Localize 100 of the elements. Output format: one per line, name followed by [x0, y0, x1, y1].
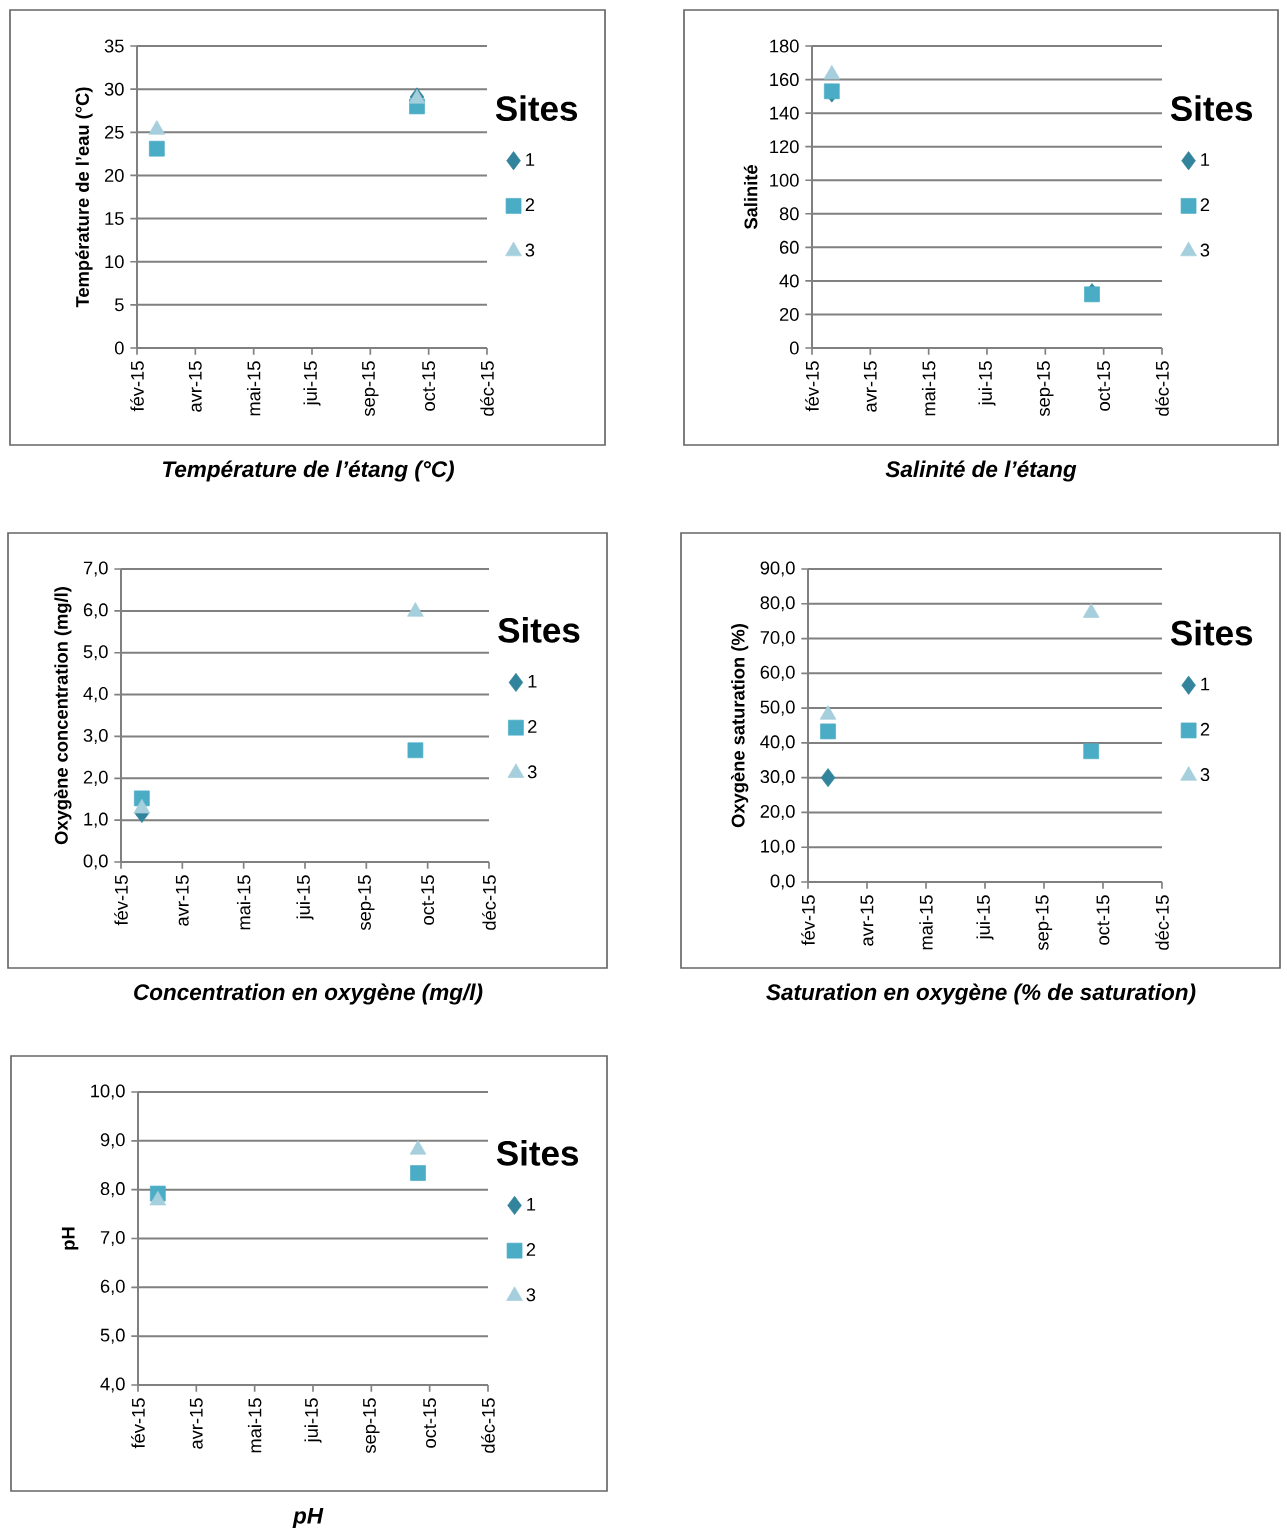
- x-tick-label: avr-15: [189, 1398, 203, 1449]
- text: Salinité de l’étang: [885, 460, 1077, 482]
- y-tick-label: 90,0: [760, 561, 795, 577]
- y-tick-label: 3,0: [83, 728, 108, 745]
- y-axis-title: Oxygène concentration (mg/l): [54, 587, 72, 845]
- y-tick-label: 180: [770, 39, 799, 53]
- y-tick-label: 50,0: [760, 700, 795, 716]
- y-tick-label: 5,0: [100, 1328, 125, 1344]
- legend-label: 2: [528, 720, 537, 733]
- x-tick-label: déc-15: [480, 361, 494, 416]
- legend-label: 3: [525, 243, 535, 257]
- text: Température de l’étang (°C): [162, 460, 454, 482]
- point: [1083, 743, 1100, 760]
- legend-label: 1: [527, 1197, 536, 1211]
- y-axis-title: Salinité: [743, 165, 758, 230]
- x-tick-label: sep-15: [1037, 361, 1054, 417]
- x-tick-label: oct-15: [1096, 895, 1110, 945]
- x-tick-label: déc-15: [481, 1398, 495, 1453]
- x-tick-label: fév-15: [114, 875, 128, 926]
- y-tick-label: 7,0: [83, 561, 108, 577]
- legend-title: Sites: [495, 95, 578, 121]
- y-tick-label: 20,0: [760, 804, 795, 821]
- y-tick-label: 2,0: [83, 770, 108, 786]
- legend-label: 3: [1200, 768, 1210, 782]
- x-tick-label: fév-15: [131, 1398, 145, 1449]
- y-tick-label: 6,0: [83, 603, 108, 619]
- point: [823, 65, 841, 80]
- legend-label: 3: [1200, 243, 1210, 257]
- x-tick-label: avr-15: [188, 361, 202, 412]
- x-tick-label: déc-15: [1155, 895, 1169, 950]
- y-tick-label: 8,0: [100, 1182, 125, 1198]
- legend-label: 2: [1200, 722, 1210, 736]
- x-tick-label: sep-15: [362, 361, 379, 417]
- y-tick-label: 5,0: [83, 645, 108, 661]
- y-axis-title: Oxygène saturation (%): [730, 624, 749, 828]
- legend-title: Sites: [498, 617, 580, 643]
- y-tick-label: 10: [105, 255, 124, 269]
- y-tick-label: 140: [770, 106, 799, 120]
- x-tick-label: oct-15: [421, 875, 435, 925]
- legend-label: 1: [526, 153, 535, 166]
- point: [407, 602, 424, 617]
- point: [820, 723, 836, 740]
- x-tick-label: jui-15: [978, 361, 996, 406]
- legend-label: 1: [1201, 677, 1210, 691]
- x-tick-label: jui-15: [303, 361, 321, 406]
- y-tick-label: 160: [770, 73, 799, 87]
- legend-label: 3: [526, 1288, 536, 1302]
- y-tick-label: 1,0: [84, 812, 108, 828]
- y-tick-label: 7,0: [100, 1230, 125, 1247]
- x-tick-label: jui-15: [296, 875, 314, 920]
- legend-label: 1: [528, 674, 537, 688]
- text: pH: [292, 1507, 324, 1529]
- legend-title: Sites: [496, 1140, 579, 1166]
- x-tick-label: oct-15: [1097, 361, 1111, 411]
- x-tick-label: avr-15: [860, 895, 874, 946]
- y-tick-label: 15: [105, 212, 124, 225]
- point: [819, 705, 837, 720]
- x-tick-label: sep-15: [1035, 895, 1053, 951]
- legend-label: 3: [527, 765, 537, 779]
- x-tick-label: mai-15: [246, 361, 261, 416]
- x-tick-label: fév-15: [801, 895, 815, 946]
- y-tick-label: 0: [114, 341, 124, 355]
- y-tick-label: 0: [789, 341, 799, 355]
- y-tick-label: 6,0: [100, 1279, 125, 1295]
- y-tick-label: 40,0: [760, 735, 795, 751]
- legend-label: 1: [1201, 153, 1210, 166]
- y-tick-label: 0,0: [83, 854, 108, 870]
- y-tick-label: 60: [779, 240, 799, 254]
- y-tick-label: 20: [104, 168, 124, 182]
- y-tick-label: 10,0: [761, 839, 795, 855]
- x-tick-label: jui-15: [976, 895, 994, 940]
- legend-label: 2: [1200, 198, 1210, 212]
- x-tick-label: sep-15: [358, 875, 375, 931]
- y-tick-label: 25: [104, 125, 124, 139]
- y-tick-label: 80,0: [760, 596, 795, 612]
- point: [407, 742, 424, 759]
- x-tick-label: mai-15: [247, 1398, 262, 1453]
- y-tick-label: 20: [779, 307, 799, 321]
- text: Saturation en oxygène (% de saturation): [766, 983, 1196, 1005]
- x-tick-label: déc-15: [1155, 361, 1169, 416]
- y-tick-label: 70,0: [760, 631, 795, 647]
- x-tick-label: avr-15: [863, 361, 877, 412]
- y-tick-label: 35: [104, 39, 124, 53]
- x-tick-label: mai-15: [921, 361, 936, 416]
- y-tick-label: 9,0: [100, 1133, 125, 1149]
- x-tick-label: oct-15: [422, 361, 436, 411]
- y-axis-title: pH: [61, 1227, 79, 1250]
- y-tick-label: 40: [779, 274, 799, 288]
- x-tick-label: oct-15: [423, 1398, 437, 1448]
- point: [820, 768, 836, 788]
- y-axis-title: Température de l’eau (°C): [75, 87, 93, 308]
- y-tick-label: 80: [779, 207, 799, 221]
- x-tick-label: déc-15: [482, 875, 496, 930]
- legend-label: 2: [526, 1243, 536, 1256]
- x-tick-label: fév-15: [805, 361, 819, 412]
- legend-title: Sites: [1170, 95, 1253, 121]
- x-tick-label: avr-15: [175, 875, 189, 926]
- y-tick-label: 100: [770, 173, 799, 187]
- legend-label: 2: [525, 198, 535, 212]
- y-tick-label: 60,0: [760, 665, 795, 681]
